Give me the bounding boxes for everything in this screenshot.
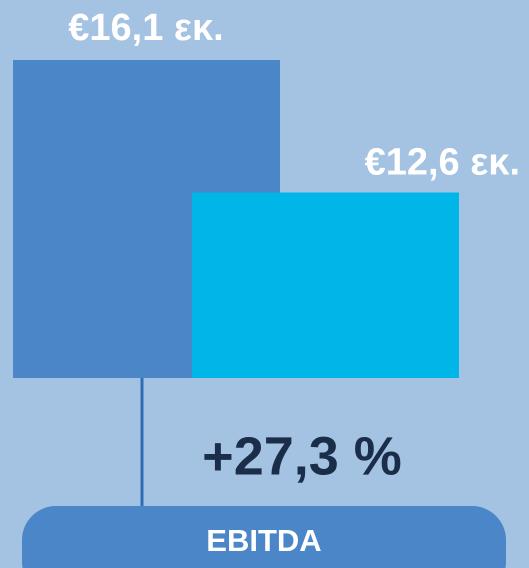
value-label: €16,1 εκ. — [68, 7, 223, 49]
change-label: +27,3 % — [202, 426, 402, 486]
value-label: €12,6 εκ. — [365, 142, 520, 184]
category-label: EBITDA — [206, 523, 321, 558]
bar — [192, 192, 459, 378]
label-pill — [22, 506, 506, 568]
